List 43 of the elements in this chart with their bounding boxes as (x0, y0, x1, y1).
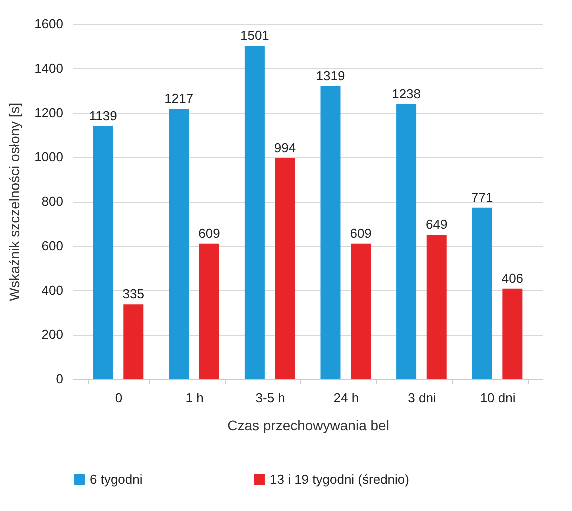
bar (502, 288, 523, 379)
y-tick-label: 1400 (34, 60, 64, 76)
y-tick-label: 400 (42, 282, 64, 298)
bar (320, 86, 341, 379)
x-tick-label: 3-5 h (256, 390, 286, 406)
data-label: 406 (502, 270, 524, 286)
data-label: 335 (122, 286, 144, 302)
bar (244, 46, 265, 379)
y-tick-label: 200 (42, 327, 64, 342)
x-tick-label: 3 dni (408, 390, 436, 406)
data-label: 1139 (89, 108, 118, 124)
x-tick-label: 1 h (186, 390, 204, 406)
y-tick-label: 1600 (34, 16, 64, 32)
bar (124, 304, 144, 379)
bar (93, 126, 114, 379)
x-tick-label: 10 dni (480, 390, 516, 406)
data-label: 1501 (240, 28, 270, 43)
y-tick-label: 1200 (34, 105, 64, 120)
y-axis-title: Wskaźnik szczelności osłony [s] (6, 102, 23, 302)
legend-label: 13 i 19 tygodni (średnio) (270, 472, 410, 487)
x-axis-title: Czas przechowywania bel (228, 418, 390, 434)
y-tick-label: 1000 (34, 150, 64, 165)
data-label: 1319 (316, 68, 346, 84)
data-label: 649 (426, 217, 448, 232)
data-label: 1217 (164, 90, 194, 106)
bar (199, 244, 220, 379)
data-label: 994 (274, 140, 296, 156)
bar (472, 208, 492, 379)
legend-label: 6 tygodni (90, 472, 143, 487)
data-label: 609 (198, 226, 220, 241)
data-label: 771 (472, 190, 494, 205)
data-label: 609 (350, 226, 372, 241)
bar (351, 244, 372, 379)
data-label: 1238 (392, 86, 422, 102)
bar (169, 108, 190, 379)
y-tick-label: 800 (42, 194, 64, 209)
y-tick-label: 0 (56, 372, 64, 386)
y-tick-label: 600 (42, 238, 64, 254)
x-tick-label: 24 h (334, 390, 360, 406)
bar (275, 158, 296, 379)
bar (396, 104, 417, 379)
bar (426, 235, 447, 379)
x-tick-label: 0 (115, 390, 123, 406)
